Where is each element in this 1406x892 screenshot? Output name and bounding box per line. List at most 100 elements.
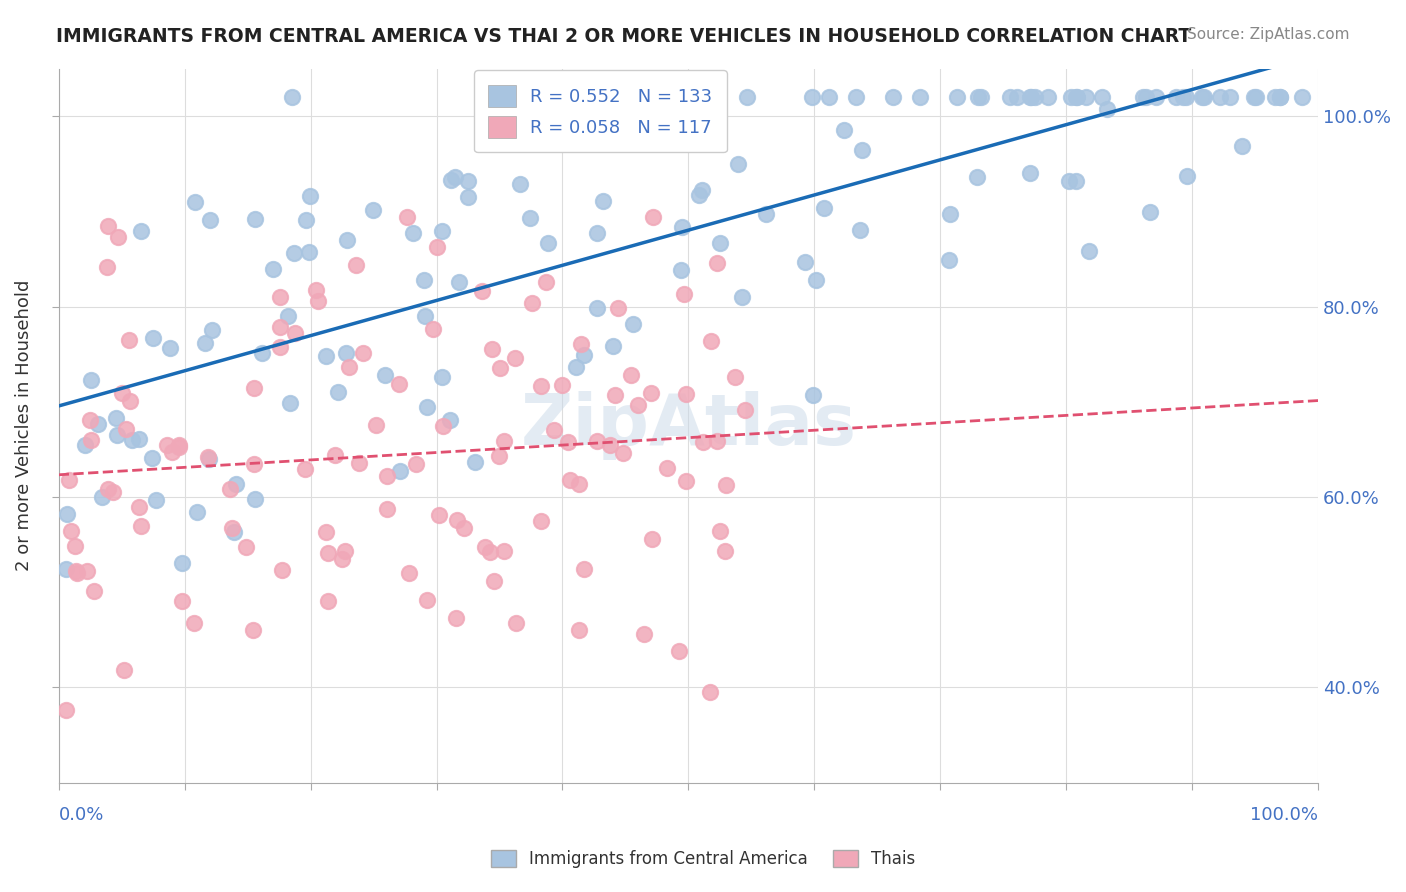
Point (315, 349, 337, 363)
Point (1024, 90, 1046, 104)
Point (245, 491, 267, 506)
Point (389, 464, 412, 478)
Point (530, 514, 553, 528)
Point (586, 226, 609, 240)
Point (672, 287, 695, 301)
Point (709, 524, 731, 538)
Point (1005, 90, 1028, 104)
Point (1077, 244, 1099, 259)
Point (63, 539, 86, 553)
Point (97, 219, 120, 233)
Point (641, 533, 664, 547)
Point (198, 452, 221, 467)
Point (167, 438, 190, 452)
Point (939, 207, 962, 221)
Point (1268, 90, 1291, 104)
Point (65, 564, 87, 578)
Point (79, 433, 101, 447)
Point (813, 201, 835, 215)
Point (294, 462, 316, 476)
Point (1209, 90, 1232, 104)
Point (375, 502, 398, 516)
Point (727, 157, 749, 171)
Point (91, 490, 114, 504)
Point (405, 457, 427, 471)
Point (250, 346, 273, 360)
Point (156, 438, 179, 452)
Point (564, 359, 586, 374)
Point (668, 644, 690, 658)
Point (488, 449, 510, 463)
Point (627, 399, 650, 413)
Point (194, 336, 217, 351)
Legend: R = 0.552   N = 133, R = 0.058   N = 117: R = 0.552 N = 133, R = 0.058 N = 117 (474, 70, 727, 153)
Point (305, 283, 328, 297)
Point (160, 445, 183, 459)
Point (1066, 90, 1088, 104)
Point (675, 387, 697, 401)
Point (224, 524, 246, 539)
Point (1036, 90, 1059, 104)
Point (401, 227, 423, 241)
Point (347, 456, 370, 470)
Point (793, 255, 815, 269)
Point (412, 273, 434, 287)
Point (396, 210, 419, 224)
Point (58, 473, 80, 487)
Y-axis label: 2 or more Vehicles in Household: 2 or more Vehicles in Household (15, 280, 32, 571)
Point (280, 90, 302, 104)
Point (183, 615, 205, 630)
Point (352, 346, 374, 360)
Point (1192, 90, 1215, 104)
Point (333, 543, 356, 558)
Point (818, 90, 841, 104)
Point (1066, 90, 1088, 104)
Point (141, 450, 163, 465)
Point (509, 177, 531, 191)
Point (690, 183, 713, 197)
Point (374, 368, 396, 382)
Point (298, 244, 321, 259)
Point (112, 664, 135, 678)
Point (713, 544, 735, 558)
Point (107, 229, 129, 244)
Point (550, 377, 572, 392)
Point (484, 574, 506, 588)
Point (1164, 90, 1187, 104)
Point (315, 524, 337, 539)
Point (79, 413, 101, 427)
Point (1244, 90, 1267, 104)
Point (599, 438, 621, 452)
Legend: Immigrants from Central America, Thais: Immigrants from Central America, Thais (484, 843, 922, 875)
Point (129, 224, 152, 238)
Point (1074, 90, 1097, 104)
Point (145, 492, 167, 507)
Point (80, 373, 103, 387)
Point (489, 361, 512, 376)
Point (910, 90, 932, 104)
Point (731, 290, 754, 304)
Point (568, 623, 591, 637)
Point (278, 396, 301, 410)
Point (299, 189, 322, 203)
Point (706, 102, 728, 116)
Point (73, 438, 96, 452)
Point (1019, 90, 1042, 104)
Point (444, 611, 467, 625)
Point (569, 337, 592, 351)
Point (1144, 90, 1167, 104)
Point (422, 322, 444, 336)
Point (60, 524, 83, 538)
Point (388, 377, 411, 392)
Point (105, 427, 128, 442)
Point (706, 434, 728, 448)
Point (734, 403, 756, 417)
Point (1132, 90, 1154, 104)
Point (505, 615, 527, 630)
Point (443, 170, 465, 185)
Point (335, 346, 357, 360)
Point (620, 368, 643, 382)
Point (699, 684, 721, 698)
Point (167, 440, 190, 454)
Point (633, 627, 655, 641)
